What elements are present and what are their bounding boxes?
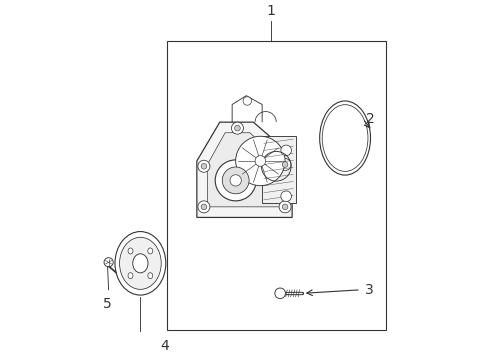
Circle shape [231,122,243,134]
Ellipse shape [119,237,161,289]
Circle shape [279,158,290,171]
Circle shape [243,97,251,105]
Circle shape [279,201,290,213]
Circle shape [198,201,209,213]
Polygon shape [262,136,295,203]
Circle shape [229,175,241,186]
Polygon shape [207,133,281,207]
Circle shape [255,156,265,166]
Circle shape [282,162,287,167]
Text: 2: 2 [366,112,374,126]
Circle shape [235,136,285,186]
Circle shape [198,160,209,172]
Circle shape [201,204,206,210]
Polygon shape [197,122,291,217]
Circle shape [282,204,287,210]
Ellipse shape [147,248,152,254]
Text: 5: 5 [102,297,111,311]
Circle shape [274,288,285,298]
Ellipse shape [133,254,148,273]
Ellipse shape [128,273,133,279]
Circle shape [201,163,206,169]
Ellipse shape [115,231,165,295]
Ellipse shape [147,273,152,279]
Bar [166,41,385,330]
Ellipse shape [128,248,133,254]
Circle shape [234,125,240,131]
Circle shape [222,167,248,194]
Circle shape [280,191,291,202]
Circle shape [215,160,256,201]
Circle shape [280,145,291,156]
Circle shape [104,258,113,267]
Text: 3: 3 [364,283,372,297]
Text: 4: 4 [161,339,169,353]
Text: 1: 1 [266,4,275,18]
